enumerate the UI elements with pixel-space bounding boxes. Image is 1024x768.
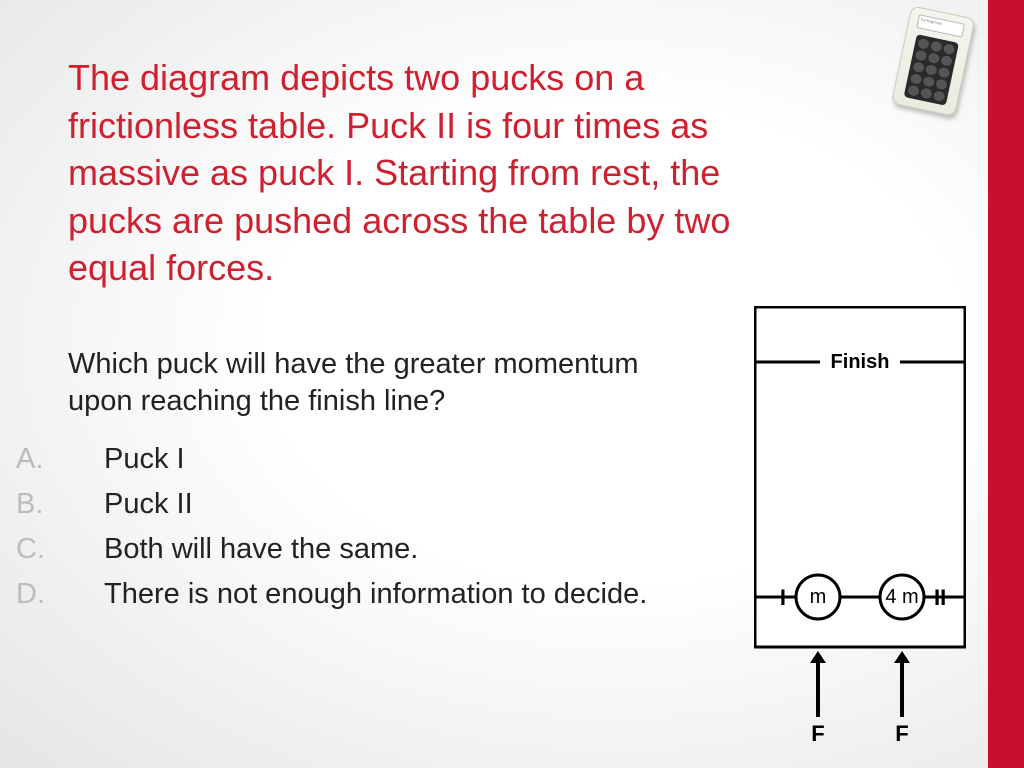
option-letter: B. — [68, 482, 104, 527]
option-a[interactable]: A.Puck I — [68, 437, 688, 482]
option-letter: C. — [68, 527, 104, 572]
option-c[interactable]: C.Both will have the same. — [68, 527, 688, 572]
slide-content: The diagram depicts two pucks on a frict… — [68, 54, 788, 617]
slide-title: The diagram depicts two pucks on a frict… — [68, 54, 788, 292]
svg-text:II: II — [934, 585, 946, 610]
svg-text:m: m — [810, 586, 827, 608]
option-letter: A. — [68, 437, 104, 482]
option-text: Puck II — [104, 488, 193, 520]
svg-text:F: F — [895, 721, 908, 746]
svg-text:F: F — [811, 721, 824, 746]
option-text: There is not enough information to decid… — [104, 578, 647, 610]
option-d[interactable]: D.There is not enough information to dec… — [68, 572, 688, 617]
puck-diagram: Finishm4 mIIIFF — [754, 306, 966, 746]
option-text: Puck I — [104, 443, 185, 475]
option-letter: D. — [68, 572, 104, 617]
svg-text:I: I — [780, 585, 786, 610]
svg-text:Finish: Finish — [831, 351, 890, 373]
accent-bar — [988, 0, 1024, 768]
option-b[interactable]: B.Puck II — [68, 482, 688, 527]
answer-options: A.Puck I B.Puck II C.Both will have the … — [68, 437, 788, 617]
svg-text:4 m: 4 m — [885, 586, 918, 608]
clicker-device-icon: TurningPoint — [888, 5, 985, 133]
question-text: Which puck will have the greater momentu… — [68, 346, 688, 421]
option-text: Both will have the same. — [104, 533, 418, 565]
